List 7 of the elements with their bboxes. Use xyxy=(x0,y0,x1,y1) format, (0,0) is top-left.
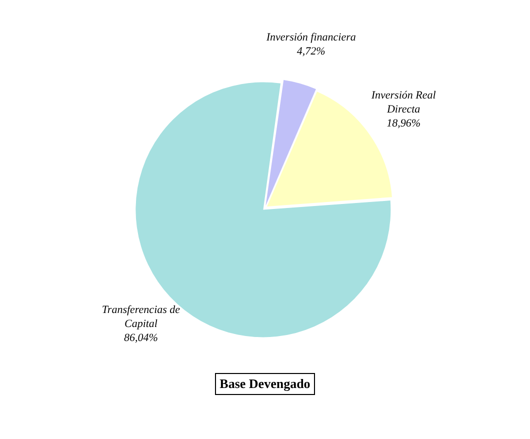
slice-label: Transferencias de Capital xyxy=(102,304,180,330)
text: Base Devengado xyxy=(214,373,316,395)
data-label: 86,04% xyxy=(124,332,158,344)
slice-label: Inversión financiera xyxy=(265,31,356,44)
slice-label: Inversión Real Directa xyxy=(370,89,436,116)
data-label: 4,72% xyxy=(296,45,326,58)
data-label: 18,96% xyxy=(386,117,421,130)
